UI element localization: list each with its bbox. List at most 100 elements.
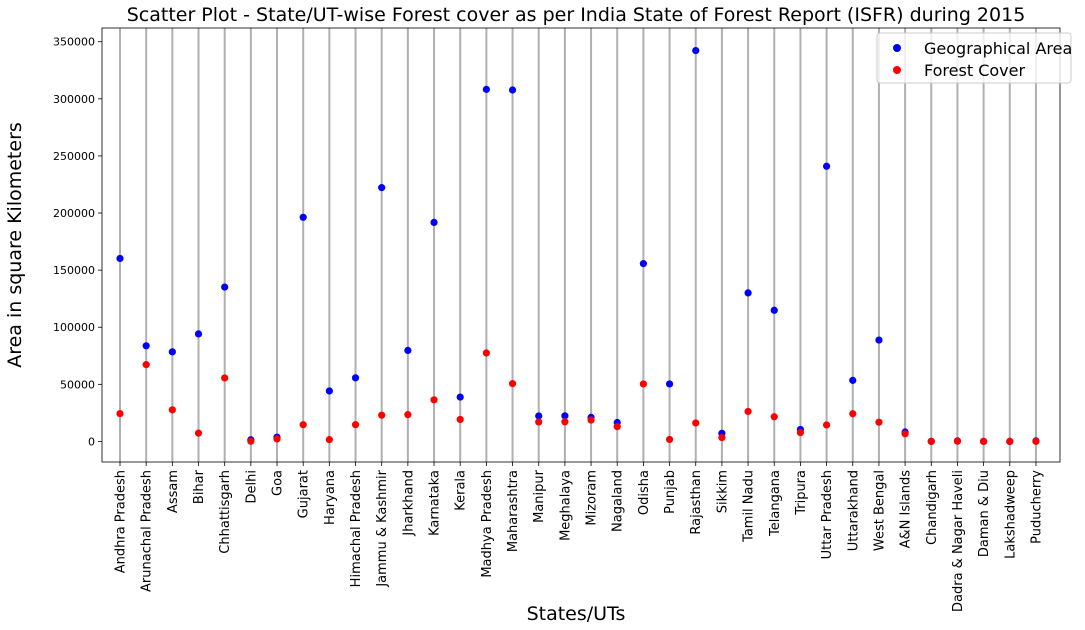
point-geographical-area bbox=[378, 184, 386, 192]
data-points bbox=[116, 46, 1040, 446]
x-tick-label: Lakshadweep bbox=[1003, 470, 1018, 559]
y-axis-ticks: 0 50000 100000 150000 200000 250000 300000 3500… bbox=[53, 36, 102, 448]
point-geographical-area bbox=[665, 380, 674, 388]
point-forest-cover bbox=[744, 407, 752, 416]
point-forest-cover bbox=[980, 437, 988, 446]
point-geographical-area bbox=[744, 289, 752, 297]
point-geographical-area bbox=[639, 260, 648, 268]
y-tick-label: 250000 bbox=[53, 150, 95, 163]
point-geographical-area bbox=[221, 283, 229, 291]
point-forest-cover bbox=[378, 411, 386, 419]
point-forest-cover bbox=[535, 418, 543, 426]
x-tick-label: Punjab bbox=[663, 470, 678, 514]
x-tick-label: Assam bbox=[166, 470, 181, 513]
point-forest-cover bbox=[456, 415, 464, 424]
x-tick-label: Goa bbox=[271, 470, 286, 496]
point-forest-cover bbox=[849, 410, 857, 418]
point-geographical-area bbox=[430, 218, 438, 226]
point-geographical-area bbox=[508, 86, 517, 94]
point-forest-cover bbox=[796, 428, 805, 437]
y-tick-label: 300000 bbox=[53, 93, 95, 106]
point-geographical-area bbox=[404, 346, 412, 354]
point-forest-cover bbox=[613, 423, 621, 431]
x-tick-label: A&N Islands bbox=[899, 470, 914, 549]
y-tick-label: 350000 bbox=[53, 36, 95, 49]
point-geographical-area bbox=[325, 387, 333, 395]
x-tick-label: Jharkhand bbox=[401, 470, 416, 537]
point-forest-cover bbox=[508, 380, 517, 388]
x-tick-label: Meghalaya bbox=[558, 470, 573, 541]
plot-area-frame bbox=[101, 27, 1061, 463]
point-forest-cover bbox=[351, 421, 360, 429]
point-forest-cover bbox=[822, 421, 831, 429]
legend-label-forest-cover: Forest Cover bbox=[924, 61, 1025, 80]
gridlines bbox=[119, 28, 1037, 462]
legend-label-geographical-area: Geographical Area bbox=[924, 39, 1072, 58]
x-tick-label: Uttar Pradesh bbox=[820, 470, 835, 559]
legend-marker-geographical-area bbox=[893, 44, 901, 52]
point-forest-cover bbox=[168, 406, 176, 414]
point-geographical-area bbox=[456, 393, 464, 401]
point-geographical-area bbox=[535, 412, 543, 420]
x-tick-label: Himachal Pradesh bbox=[349, 470, 364, 587]
point-forest-cover bbox=[482, 349, 490, 357]
point-geographical-area bbox=[482, 85, 490, 93]
x-tick-label: Arunachal Pradesh bbox=[140, 470, 155, 592]
y-tick-label: 0 bbox=[88, 435, 95, 448]
point-geographical-area bbox=[116, 254, 124, 263]
y-tick-label: 100000 bbox=[53, 321, 95, 334]
point-geographical-area bbox=[299, 213, 307, 221]
legend-marker-forest-cover bbox=[893, 66, 901, 74]
x-tick-label: Sikkim bbox=[715, 470, 730, 513]
x-tick-label: Bihar bbox=[192, 469, 207, 504]
point-forest-cover bbox=[221, 374, 229, 382]
x-tick-label: Telangana bbox=[768, 470, 783, 537]
x-tick-label: Rajasthan bbox=[689, 470, 704, 535]
x-axis-label: States/UTs bbox=[527, 603, 626, 625]
x-tick-label: Delhi bbox=[244, 470, 259, 503]
point-geographical-area bbox=[142, 342, 150, 350]
point-forest-cover bbox=[770, 413, 778, 421]
x-tick-label: West Bengal bbox=[872, 470, 887, 551]
y-axis-label: Area in square Kilometers bbox=[4, 122, 26, 368]
point-forest-cover bbox=[927, 437, 935, 446]
point-forest-cover bbox=[142, 361, 150, 369]
point-forest-cover bbox=[430, 396, 438, 404]
x-tick-label: Tamil Nadu bbox=[742, 470, 757, 543]
point-geographical-area bbox=[849, 376, 857, 384]
x-tick-label: Kerala bbox=[454, 470, 469, 511]
point-forest-cover bbox=[639, 380, 648, 388]
x-tick-label: Chandigarh bbox=[925, 470, 940, 545]
x-tick-label: Mizoram bbox=[585, 470, 600, 526]
x-tick-label: Puducherry bbox=[1029, 470, 1044, 544]
x-tick-label: Jammu & Kashmir bbox=[375, 469, 390, 587]
point-forest-cover bbox=[875, 418, 883, 426]
x-tick-label: Odisha bbox=[637, 470, 652, 515]
point-geographical-area bbox=[822, 162, 831, 170]
y-tick-label: 150000 bbox=[53, 264, 95, 277]
x-tick-label: Uttarakhand bbox=[846, 470, 861, 551]
x-tick-label: Haryana bbox=[323, 470, 338, 525]
point-forest-cover bbox=[299, 421, 307, 429]
chart-title: Scatter Plot - State/UT-wise Forest cove… bbox=[127, 4, 1026, 26]
point-forest-cover bbox=[1032, 437, 1040, 445]
x-tick-label: Manipur bbox=[532, 469, 547, 523]
point-forest-cover bbox=[1006, 437, 1014, 446]
x-tick-label: Nagaland bbox=[611, 470, 626, 532]
x-tick-label: Tripura bbox=[794, 470, 809, 516]
y-tick-label: 50000 bbox=[60, 378, 95, 391]
point-forest-cover bbox=[901, 430, 909, 438]
legend: Geographical Area Forest Cover bbox=[876, 32, 1072, 84]
point-geographical-area bbox=[875, 336, 883, 344]
x-tick-label: Gujarat bbox=[297, 470, 312, 518]
point-geographical-area bbox=[770, 306, 778, 314]
x-tick-label: Maharashtra bbox=[506, 470, 521, 552]
x-tick-label: Dadra & Nagar Haveli bbox=[951, 470, 966, 612]
legend-box bbox=[876, 32, 1072, 84]
point-forest-cover bbox=[116, 409, 124, 418]
point-forest-cover bbox=[247, 437, 255, 445]
point-geographical-area bbox=[351, 374, 360, 382]
point-forest-cover bbox=[665, 435, 674, 444]
point-forest-cover bbox=[194, 429, 203, 437]
point-forest-cover bbox=[325, 436, 333, 444]
